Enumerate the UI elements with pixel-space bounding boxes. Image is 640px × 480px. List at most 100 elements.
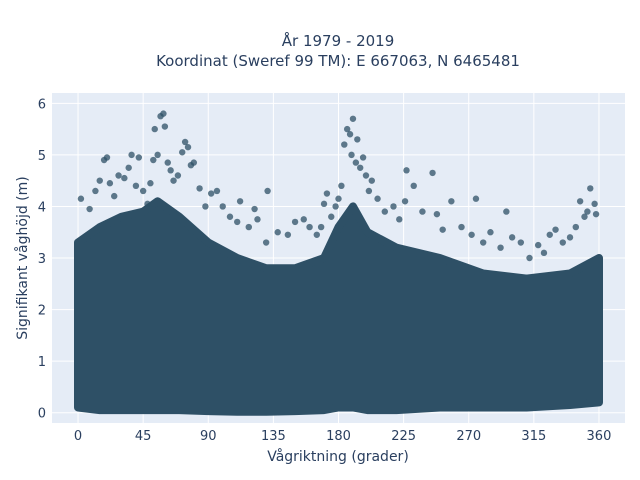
scatter-point bbox=[167, 167, 174, 174]
y-tick-label: 6 bbox=[38, 97, 46, 112]
scatter-point bbox=[306, 223, 313, 231]
scatter-point bbox=[584, 208, 591, 215]
scatter-point bbox=[184, 143, 192, 151]
scatter-point bbox=[291, 218, 299, 226]
y-tick-label: 0 bbox=[38, 407, 46, 422]
x-tick-label: 90 bbox=[200, 429, 217, 444]
scatter-point bbox=[534, 241, 542, 249]
scatter-point bbox=[179, 149, 186, 156]
x-tick-label: 180 bbox=[326, 429, 351, 444]
scatter-point bbox=[429, 169, 436, 177]
scatter-point bbox=[328, 213, 335, 220]
scatter-point bbox=[96, 177, 103, 184]
scatter-point bbox=[352, 159, 360, 166]
y-tick-label: 1 bbox=[38, 355, 46, 370]
scatter-point bbox=[115, 172, 122, 179]
scatter-point bbox=[552, 226, 559, 233]
scatter-point bbox=[368, 177, 375, 184]
scatter-point bbox=[151, 125, 158, 133]
scatter-point bbox=[354, 136, 361, 143]
scatter-point bbox=[362, 172, 370, 179]
scatter-point bbox=[254, 216, 261, 223]
outlier-points bbox=[77, 110, 600, 262]
y-axis-ticks: 0 1 2 3 4 5 6 bbox=[38, 97, 46, 421]
x-tick-label: 135 bbox=[261, 429, 286, 444]
scatter-point bbox=[576, 198, 584, 205]
scatter-point bbox=[357, 164, 364, 171]
x-tick-label: 360 bbox=[587, 429, 612, 444]
x-tick-label: 0 bbox=[74, 429, 82, 444]
y-axis-title: Signifikant våghöjd (m) bbox=[14, 176, 31, 339]
scatter-point bbox=[125, 164, 132, 171]
scatter-point bbox=[160, 110, 167, 117]
scatter-point bbox=[207, 190, 215, 197]
scatter-point bbox=[300, 216, 307, 223]
scatter-point bbox=[181, 138, 189, 146]
scatter-point bbox=[121, 174, 128, 182]
scatter-point bbox=[390, 203, 397, 210]
y-tick-label: 5 bbox=[38, 149, 46, 164]
scatter-point bbox=[458, 223, 465, 231]
scatter-point bbox=[264, 187, 271, 195]
scatter-point bbox=[111, 192, 118, 200]
scatter-point bbox=[313, 231, 320, 238]
scatter-point bbox=[103, 154, 111, 161]
scatter-point bbox=[335, 195, 342, 202]
scatter-point bbox=[226, 213, 234, 220]
scatter-point bbox=[128, 151, 135, 159]
scatter-point bbox=[497, 244, 504, 251]
scatter-point bbox=[359, 154, 367, 161]
scatter-point bbox=[374, 195, 381, 202]
scatter-point bbox=[150, 156, 157, 164]
scatter-point bbox=[284, 231, 292, 238]
scatter-point bbox=[251, 205, 258, 213]
scatter-point bbox=[401, 198, 409, 205]
scatter-point bbox=[546, 231, 553, 238]
scatter-point bbox=[219, 203, 226, 210]
x-tick-label: 45 bbox=[135, 429, 152, 444]
dense-point-cloud-area bbox=[74, 197, 603, 416]
scatter-point bbox=[448, 198, 455, 205]
scatter-point bbox=[132, 182, 140, 190]
scatter-point bbox=[439, 226, 446, 233]
scatter-point bbox=[346, 131, 354, 138]
scatter-point bbox=[92, 187, 99, 195]
scatter-point bbox=[517, 239, 525, 246]
scatter-point bbox=[164, 159, 171, 166]
scatter-point bbox=[526, 254, 533, 262]
scatter-point bbox=[86, 205, 93, 213]
scatter-point bbox=[332, 203, 339, 210]
y-tick-label: 2 bbox=[38, 304, 46, 319]
scatter-point bbox=[572, 223, 580, 231]
scatter-point bbox=[190, 159, 198, 166]
scatter-point bbox=[135, 154, 143, 161]
chart-title-line-1: År 1979 - 2019 bbox=[282, 31, 395, 50]
scatter-point bbox=[592, 210, 600, 218]
scatter-point bbox=[106, 180, 114, 187]
scatter-point bbox=[320, 200, 328, 208]
scatter-point bbox=[587, 185, 594, 192]
x-tick-label: 270 bbox=[456, 429, 481, 444]
scatter-point bbox=[508, 234, 516, 241]
chart-title-line-2: Koordinat (Sweref 99 TM): E 667063, N 64… bbox=[156, 52, 520, 70]
scatter-point bbox=[154, 151, 161, 159]
scatter-point bbox=[365, 187, 373, 195]
scatter-point bbox=[566, 234, 574, 241]
scatter-point bbox=[479, 239, 487, 246]
scatter-point bbox=[503, 208, 510, 215]
y-tick-label: 3 bbox=[38, 252, 46, 267]
scatter-point bbox=[581, 213, 588, 220]
scatter-point bbox=[349, 115, 357, 122]
scatter-point bbox=[468, 231, 475, 238]
scatter-point bbox=[381, 208, 389, 215]
scatter-point bbox=[403, 167, 410, 174]
scatter-point bbox=[410, 182, 417, 190]
x-axis-title: Vågriktning (grader) bbox=[267, 448, 409, 465]
scatter-point bbox=[559, 239, 566, 246]
scatter-point bbox=[323, 190, 331, 197]
scatter-point bbox=[174, 172, 182, 179]
scatter-point bbox=[341, 141, 348, 148]
scatter-point bbox=[433, 210, 441, 218]
x-tick-label: 225 bbox=[391, 429, 416, 444]
